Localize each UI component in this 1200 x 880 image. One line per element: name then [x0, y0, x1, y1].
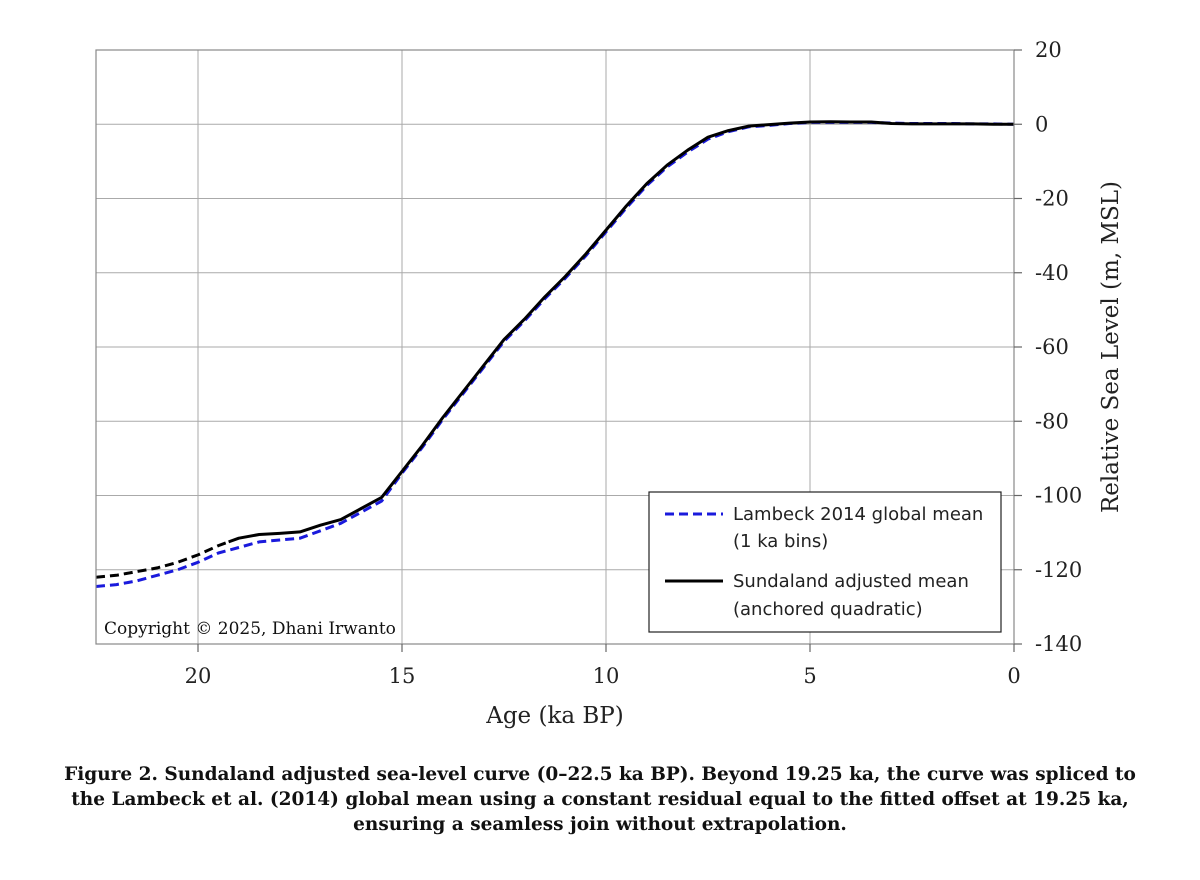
- y-tick-label: 20: [1035, 38, 1062, 62]
- axis-ticks: [197, 49, 1022, 652]
- caption-line-2: the Lambeck et al. (2014) global mean us…: [71, 789, 1129, 810]
- caption-line-1: Figure 2. Sundaland adjusted sea-level c…: [64, 764, 1136, 785]
- x-tick-label: 20: [185, 664, 212, 688]
- legend-label-sundaland-line2: (anchored quadratic): [733, 599, 923, 620]
- y-tick-label: -60: [1035, 335, 1069, 359]
- x-tick-labels: 20 15 10 5 0: [185, 664, 1021, 688]
- x-tick-label: 15: [389, 664, 416, 688]
- legend-label-sundaland-line1: Sundaland adjusted mean: [733, 571, 969, 592]
- figure-caption: Figure 2. Sundaland adjusted sea-level c…: [40, 762, 1160, 837]
- x-tick-label: 10: [593, 664, 620, 688]
- series-line-sundaland-spliced: [95, 540, 230, 579]
- series-line-sundaland: [228, 120, 1014, 544]
- copyright-text: Copyright © 2025, Dhani Irwanto: [104, 619, 396, 639]
- legend-label-lambeck-line1: Lambeck 2014 global mean: [733, 504, 983, 525]
- y-tick-label: -100: [1035, 484, 1082, 508]
- caption-line-3: ensuring a seamless join without extrapo…: [353, 814, 847, 835]
- y-axis-title: Relative Sea Level (m, MSL): [1098, 181, 1124, 513]
- legend: Lambeck 2014 global mean (1 ka bins) Sun…: [648, 491, 1002, 633]
- series-layer: [95, 120, 1015, 588]
- y-tick-label: -140: [1035, 632, 1082, 656]
- legend-label-lambeck-line2: (1 ka bins): [733, 531, 828, 552]
- y-tick-label: -120: [1035, 558, 1082, 582]
- x-tick-label: 0: [1007, 664, 1020, 688]
- sea-level-chart: 20 15 10 5 0 20 0 -20 -40 -60 -80 -100 -120 -140 Age…: [95, 38, 1124, 729]
- y-tick-label: -20: [1035, 187, 1069, 211]
- x-tick-label: 5: [803, 664, 816, 688]
- y-tick-label: -80: [1035, 409, 1069, 433]
- x-axis-title: Age (ka BP): [485, 703, 624, 729]
- y-tick-label: 0: [1035, 112, 1048, 136]
- y-tick-label: -40: [1035, 261, 1069, 285]
- y-tick-labels: 20 0 -20 -40 -60 -80 -100 -120 -140: [1035, 38, 1082, 656]
